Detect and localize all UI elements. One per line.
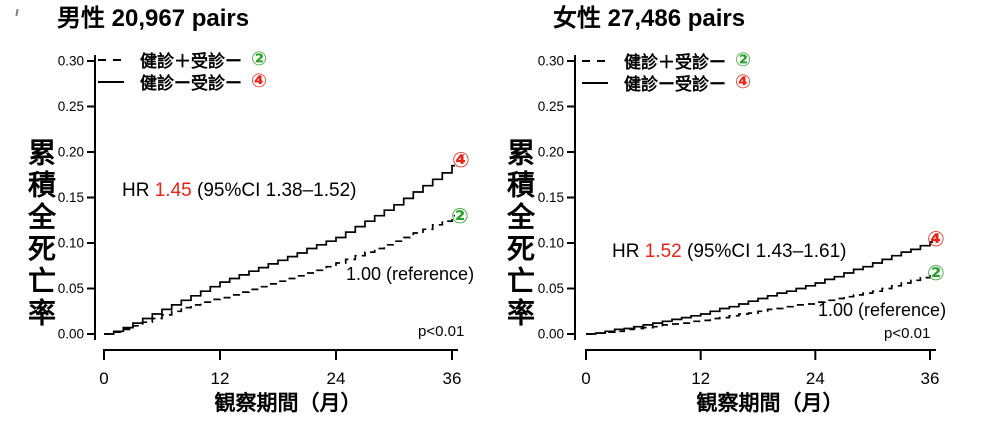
y-tick-label: 0.25 [58,99,84,114]
curve-solid [104,164,455,335]
circled-2-icon: ② [251,49,268,70]
y-tick-label: 0.20 [538,145,564,160]
x-tick-label: 36 [443,369,462,388]
x-axis-title-left: 観察期間（月） [214,392,362,415]
hr-ci: (95%CI 1.43–1.61) [681,241,847,262]
y-tick-label: 0.00 [538,327,564,342]
reference-annotation-left: 1.00 (reference) [346,264,475,284]
x-tick-label: 0 [581,369,590,388]
x-tick-label: 24 [327,369,346,388]
hr-prefix: HR [122,180,155,201]
circled-2-icon: ② [735,50,752,71]
panel-title-male: 男性 20,967 pairs [57,5,250,32]
dashed-line-sample [98,58,124,61]
legend-label: 健診ー受診ー [140,74,242,93]
dashed-line-sample [582,59,608,62]
y-tick-label: 0.05 [58,281,84,296]
curve-dashed [104,214,455,335]
circled-4-icon: ④ [251,71,268,92]
legend-item-solid: 健診ー受診ー ④ [98,71,268,93]
legend-label: 健診＋受診ー [140,52,242,71]
y-tick-label: 0.10 [58,236,84,251]
y-tick-label: 0.00 [58,327,84,342]
p-value-right: p<0.01 [884,325,931,342]
legend-item-dashed: 健診＋受診ー ② [98,49,268,71]
y-tick-label: 0.20 [58,145,84,160]
curve-solid [586,241,933,335]
y-tick-label: 0.30 [58,54,84,69]
legend-item-dashed: 健診＋受診ー ② [582,50,752,72]
hr-value: 1.45 [154,180,192,201]
x-axis-title-right: 観察期間（月） [696,392,844,415]
x-tick-label: 36 [921,369,940,388]
y-tick-label: 0.15 [58,190,84,205]
x-tick-label: 24 [806,369,825,388]
circled-4-icon: ④ [735,72,752,93]
legend-label: 健診＋受診ー [624,53,726,72]
y-axis-title-right: 累積全死亡率 [504,138,535,330]
legend-right: 健診＋受診ー ② 健診ー受診ー ④ [582,50,752,94]
curve-dashed [586,273,933,335]
legend-item-solid: 健診ー受診ー ④ [582,72,752,94]
hr-ci: (95%CI 1.38–1.52) [191,180,357,201]
plot-panel-0: 0.00 0.05 0.10 0.15 0.20 0.25 0.30 0 12 24 36 [58,54,462,388]
curve-end-marker-4-left: ④ [452,149,470,172]
curve-end-marker-2-right: ② [927,262,945,285]
solid-line-sample [98,80,124,83]
hr-prefix: HR [612,241,645,262]
panel-title-female: 女性 27,486 pairs [553,5,746,32]
curve-end-marker-4-right: ④ [927,228,945,251]
x-tick-label: 12 [691,369,710,388]
legend-left: 健診＋受診ー ② 健診ー受診ー ④ [98,49,268,93]
x-tick-label: 12 [211,369,230,388]
x-tick-label: 0 [99,369,108,388]
y-tick-label: 0.30 [538,54,564,69]
hazard-ratio-annotation-left: HR 1.45 (95%CI 1.38–1.52) [122,180,356,201]
y-axis-title-left: 累積全死亡率 [25,138,56,330]
y-tick-label: 0.25 [538,99,564,114]
y-tick-label: 0.10 [538,236,564,251]
y-tick-label: 0.05 [538,281,564,296]
plot-panel-1: 0.00 0.05 0.10 0.15 0.20 0.25 0.30 0 12 24 36 [538,54,940,388]
p-value-left: p<0.01 [418,323,465,340]
y-tick-label: 0.15 [538,190,564,205]
hr-value: 1.52 [644,241,682,262]
legend-label: 健診ー受診ー [624,75,726,94]
reference-annotation-right: 1.00 (reference) [818,300,947,320]
curve-end-marker-2-left: ② [451,205,469,228]
hazard-ratio-annotation-right: HR 1.52 (95%CI 1.43–1.61) [612,241,846,262]
solid-line-sample [582,81,608,84]
